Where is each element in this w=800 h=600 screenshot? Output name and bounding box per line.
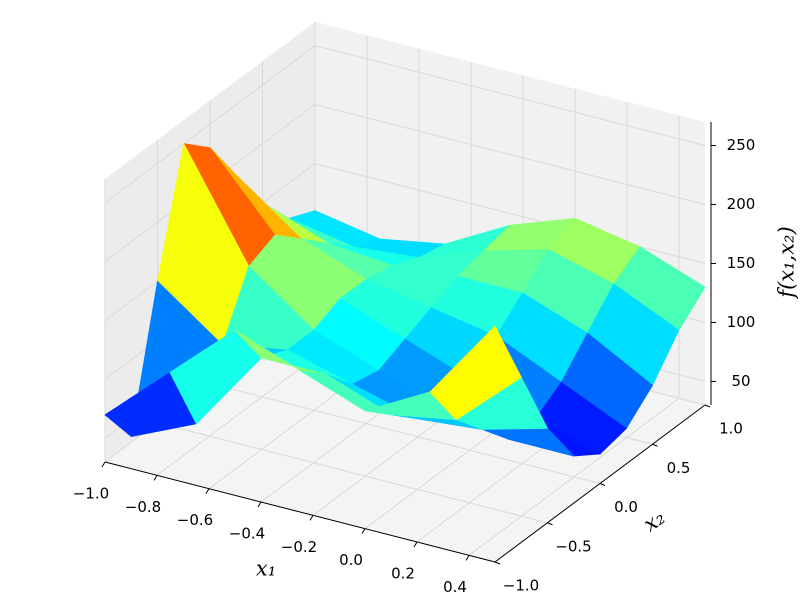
- x-tick-label: 0.2: [391, 565, 415, 583]
- x-tick-label: −0.2: [281, 538, 317, 556]
- y-tick-label: 1.0: [719, 420, 743, 438]
- y-tick: [704, 404, 711, 408]
- x-axis-line: [104, 461, 496, 563]
- y-tick: [547, 522, 553, 526]
- x-tick-label: −1.0: [73, 485, 109, 503]
- x-axis-label: x₁: [256, 557, 276, 581]
- x-tick: [361, 528, 366, 534]
- axes: −1.0 −0.8 −0.6 −0.4 −0.2 0.0 0.2 0.4 −1.0 −0.5 0.0…: [73, 122, 756, 596]
- x-tick-label: 0.4: [443, 578, 467, 596]
- x-tick-label: −0.8: [125, 498, 161, 516]
- y-axis-line: [494, 404, 706, 563]
- x-tick: [153, 475, 158, 481]
- surface-patch: [429, 325, 522, 421]
- z-tick-label: 100: [727, 313, 756, 331]
- x-tick: [205, 488, 210, 494]
- x-tick: [413, 541, 418, 548]
- x-tick-label: 0.0: [339, 551, 363, 569]
- y-axis-label: x₂: [639, 505, 669, 536]
- x-tick: [257, 501, 262, 508]
- x-tick: [101, 461, 106, 468]
- x-tick-label: −0.4: [229, 525, 265, 543]
- x-tick-label: −0.6: [177, 511, 213, 529]
- x-tick: [465, 555, 470, 561]
- y-tick-label: −1.0: [503, 577, 539, 595]
- y-tick-label: 0.5: [667, 459, 691, 477]
- x-tick: [309, 515, 314, 521]
- z-tick-label: 250: [727, 136, 756, 154]
- z-tick-label: 200: [727, 195, 756, 213]
- y-tick-label: −0.5: [555, 537, 591, 555]
- grid-line: [104, 45, 706, 204]
- z-tick-label: 50: [731, 372, 750, 390]
- y-tick-label: 0.0: [614, 498, 638, 516]
- y-tick: [652, 443, 658, 447]
- surface: [104, 142, 706, 457]
- z-tick-label: 150: [727, 254, 756, 272]
- z-axis-label: f(x₁,x₂): [775, 226, 799, 299]
- y-tick: [494, 561, 501, 565]
- y-tick: [599, 483, 606, 486]
